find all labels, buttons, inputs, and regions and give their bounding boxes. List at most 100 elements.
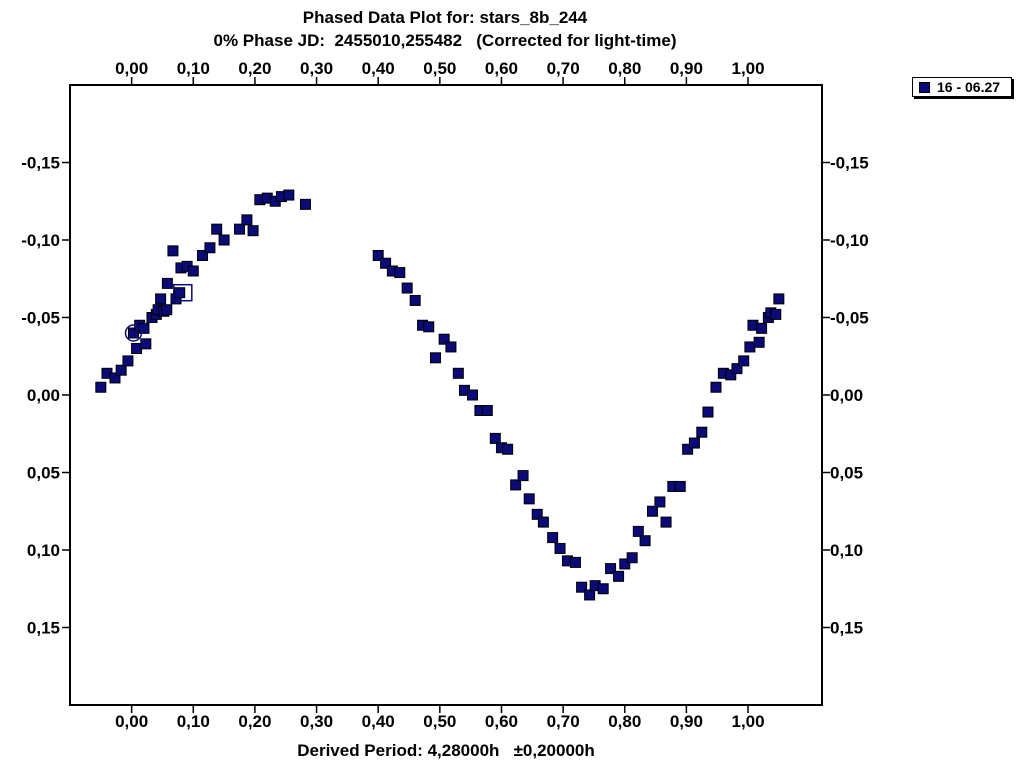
plot-frame [69,84,823,706]
data-point [510,479,522,491]
x-tick-label-top: 0,20 [238,59,271,78]
data-point [115,364,127,376]
y-tick-label-right: -0,15 [830,154,869,173]
data-point [731,363,743,375]
y-tick-label-right: 0,15 [830,619,863,638]
y-tick-label-right: 0,10 [830,541,863,560]
highlight-square [173,283,193,302]
data-point [597,583,609,595]
data-point [401,282,413,294]
data-point [517,470,529,482]
data-point [409,294,421,306]
data-point [372,250,384,261]
data-point [576,581,588,593]
data-point [467,389,479,401]
data-point [702,406,714,418]
data-point [187,265,199,277]
data-point [161,277,173,289]
highlight-circle [124,324,143,342]
data-point [584,589,596,601]
x-tick-label-bottom: 0,20 [238,712,271,731]
data-point [283,189,295,201]
data-point [523,493,535,505]
y-tick-label-right: 0,00 [830,386,863,405]
data-point [725,369,737,381]
y-tick-label-left: 0,10 [27,541,60,560]
x-tick-label-bottom: 0,90 [670,712,703,731]
data-point [654,496,666,508]
data-point [531,508,543,520]
data-point [430,352,442,364]
data-point [197,250,209,261]
data-point [452,367,464,379]
data-point [660,516,672,528]
x-tick-label-top: 0,90 [670,59,703,78]
data-point [155,293,167,305]
x-tick-label-top: 0,30 [300,59,333,78]
data-point [738,355,750,367]
data-point [161,304,173,316]
data-point [423,321,435,333]
data-point [489,432,501,444]
data-point [95,381,107,393]
data-point [131,343,143,354]
data-point [167,245,179,257]
x-tick-label-top: 0,40 [362,59,395,78]
data-point [138,322,150,334]
x-tick-label-top: 0,80 [608,59,641,78]
x-tick-label-top: 0,10 [177,59,210,78]
data-point [247,225,259,237]
y-tick-label-right: -0,10 [830,231,869,250]
x-tick-label-bottom: 0,80 [608,712,641,731]
data-point [174,287,186,299]
x-tick-label-bottom: 0,00 [115,712,148,731]
x-tick-label-top: 0,70 [547,59,580,78]
x-tick-label-bottom: 1,00 [731,712,764,731]
y-tick-label-right: -0,05 [830,309,869,328]
data-point [109,372,121,384]
data-point [211,223,223,235]
data-point [688,437,700,449]
y-tick-label-left: 0,00 [27,386,60,405]
data-point [445,341,457,353]
x-tick-label-bottom: 0,40 [362,712,395,731]
legend-label: 16 - 06.27 [937,79,1001,95]
data-point [204,242,216,254]
data-point [122,355,134,367]
chart-title: Phased Data Plot for: stars_8b_244 [302,8,588,27]
data-point [756,322,768,334]
x-axis-label: Derived Period: 4,28000h ±0,20000h [297,741,595,760]
y-tick-label-left: -0,15 [21,154,60,173]
y-tick-label-left: 0,05 [27,464,60,483]
data-point [502,443,514,455]
x-tick-label-bottom: 0,70 [547,712,580,731]
x-tick-label-top: 0,00 [115,59,148,78]
data-point [753,336,765,348]
data-point [632,525,644,537]
legend-swatch [919,81,930,93]
data-point [438,333,450,345]
data-point [674,480,686,492]
data-point [770,308,782,320]
data-point [234,223,246,235]
data-point [682,443,694,455]
data-point [554,542,566,554]
y-tick-label-left: -0,10 [21,231,60,250]
chart-subtitle: 0% Phase JD: 2455010,255482 (Corrected f… [213,31,677,50]
y-tick-label-left: 0,15 [27,619,60,638]
x-tick-label-bottom: 0,60 [485,712,518,731]
x-tick-label-bottom: 0,10 [177,712,210,731]
x-tick-label-top: 1,00 [731,59,764,78]
data-point [619,558,631,570]
data-point [547,532,559,544]
data-point [696,426,708,438]
data-point [481,405,493,416]
x-tick-label-top: 0,50 [423,59,456,78]
x-tick-label-top: 0,60 [485,59,518,78]
x-tick-label-bottom: 0,30 [300,712,333,731]
data-point [218,234,230,246]
data-point [744,341,756,353]
data-point [537,516,549,528]
data-point [140,338,152,350]
